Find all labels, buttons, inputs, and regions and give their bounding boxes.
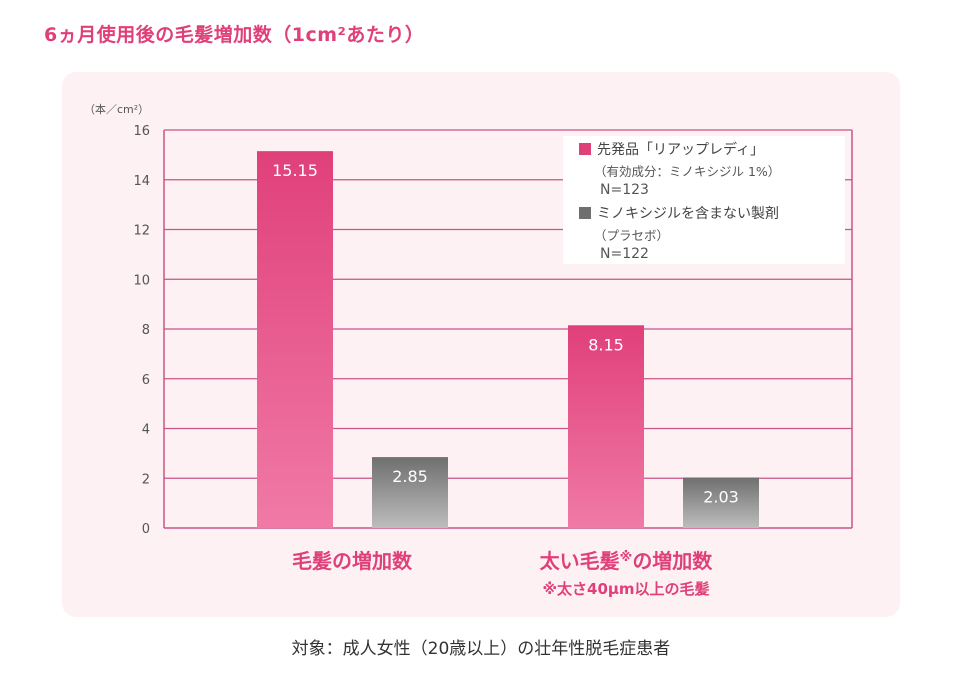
bar-value-label: 8.15: [588, 335, 624, 354]
bar-value-label: 2.85: [392, 467, 428, 486]
bar-value-label: 2.03: [703, 488, 739, 507]
y-tick-label: 6: [142, 373, 150, 388]
y-tick-label: 14: [133, 174, 150, 189]
y-tick-label: 0: [142, 522, 150, 537]
bar-placebo: [372, 457, 448, 528]
legend-series-name: 先発品「リアップレディ」: [597, 141, 764, 158]
category-label-mark: ※: [620, 550, 633, 565]
legend-series-detail: （有効成分：ミノキシジル 1%）: [594, 164, 780, 179]
legend-box: [563, 136, 845, 264]
category-labels: 毛髪の増加数 太い毛髪※の増加数 ※太さ40μm以上の毛髪: [292, 549, 713, 598]
legend-swatch-placebo: [579, 207, 591, 219]
y-tick-label: 8: [142, 323, 150, 338]
y-tick-label: 16: [133, 124, 150, 139]
value-labels: 15.15 8.15 2.85 2.03: [272, 161, 739, 506]
category-label-text: 毛髪の増加数: [292, 549, 413, 573]
legend-series-n: N=122: [600, 246, 649, 262]
y-tick-label: 12: [133, 224, 150, 239]
category-label-suffix: の増加数: [632, 549, 713, 573]
category-label-text: 太い毛髪: [540, 549, 620, 573]
legend-series-n: N=123: [600, 182, 649, 198]
bar-value-label: 15.15: [272, 161, 318, 180]
legend: 先発品「リアップレディ」 （有効成分：ミノキシジル 1%） N=123 ミノキシジルを…: [563, 136, 845, 264]
y-axis-label: （本／cm²）: [84, 102, 149, 116]
category-label: 毛髪の増加数: [292, 549, 413, 573]
category-label: 太い毛髪※の増加数: [540, 549, 714, 573]
page-title: 6ヵ月使用後の毛髪増加数（1cm²あたり）: [44, 24, 425, 46]
y-tick-labels: 0 2 4 6 8 10 12 14 16: [133, 124, 150, 537]
legend-series-detail: （プラセボ）: [594, 228, 669, 243]
bar-primary: [257, 151, 333, 529]
category-note: ※太さ40μm以上の毛髪: [542, 580, 709, 598]
legend-swatch-primary: [579, 143, 591, 155]
bar-primary: [568, 325, 644, 528]
bars: [257, 151, 759, 529]
legend-series-name: ミノキシジルを含まない製剤: [597, 206, 779, 222]
y-tick-label: 2: [142, 472, 150, 487]
bar-placebo: [683, 477, 759, 528]
y-tick-label: 10: [133, 273, 150, 288]
chart-caption: 対象：成人女性（20歳以上）の壮年性脱毛症患者: [291, 639, 671, 659]
y-tick-label: 4: [142, 423, 150, 438]
